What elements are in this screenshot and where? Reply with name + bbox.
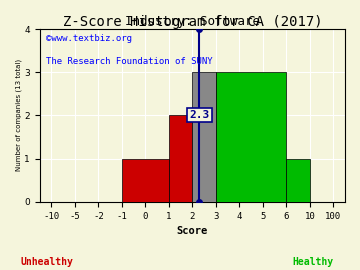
Bar: [216, 72, 286, 202]
Title: Z-Score Histogram for CA (2017): Z-Score Histogram for CA (2017): [63, 15, 322, 29]
Y-axis label: Number of companies (13 total): Number of companies (13 total): [15, 59, 22, 171]
Text: Industry: Software: Industry: Software: [125, 15, 260, 28]
X-axis label: Score: Score: [177, 226, 208, 236]
Bar: [122, 159, 169, 202]
Text: Unhealthy: Unhealthy: [21, 257, 73, 267]
Text: 2.3: 2.3: [189, 110, 210, 120]
Text: ©www.textbiz.org: ©www.textbiz.org: [46, 34, 132, 43]
Bar: [192, 72, 216, 202]
Bar: [169, 116, 192, 202]
Bar: [286, 159, 310, 202]
Text: Healthy: Healthy: [293, 257, 334, 267]
Text: The Research Foundation of SUNY: The Research Foundation of SUNY: [46, 57, 212, 66]
